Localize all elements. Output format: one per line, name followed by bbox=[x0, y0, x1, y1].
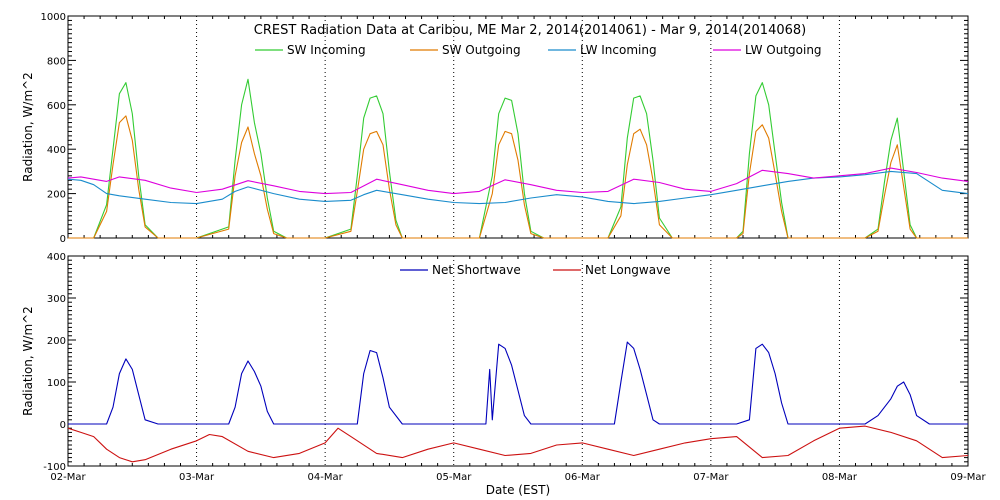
y-tick-label: 0 bbox=[60, 420, 66, 431]
x-tick-label: 07-Mar bbox=[693, 472, 729, 483]
y-tick-label: -100 bbox=[43, 462, 66, 473]
x-tick-label: 05-Mar bbox=[436, 472, 472, 483]
y-tick-label: 400 bbox=[47, 145, 66, 156]
x-tick-label: 08-Mar bbox=[822, 472, 858, 483]
y-axis-label: Radiation, W/m^2 bbox=[21, 306, 35, 416]
x-tick-label: 09-Mar bbox=[950, 472, 986, 483]
chart-title: CREST Radiation Data at Caribou, ME Mar … bbox=[254, 23, 806, 38]
x-tick-label: 04-Mar bbox=[308, 472, 344, 483]
legend-label: SW Outgoing bbox=[442, 43, 521, 57]
series-line-net-longwave bbox=[67, 425, 969, 463]
y-tick-label: 0 bbox=[60, 234, 66, 245]
x-tick-label: 02-Mar bbox=[50, 472, 86, 483]
series-line-net-shortwave bbox=[68, 341, 968, 425]
y-tick-label: 600 bbox=[47, 101, 66, 112]
y-tick-label: 1000 bbox=[41, 12, 66, 23]
y-tick-label: 300 bbox=[47, 294, 66, 305]
legend-label: SW Incoming bbox=[287, 43, 366, 57]
y-axis-label: Radiation, W/m^2 bbox=[21, 72, 35, 182]
legend-label: LW Incoming bbox=[580, 43, 657, 57]
y-tick-label: 800 bbox=[47, 56, 66, 67]
series-line-sw-outgoing bbox=[68, 115, 968, 239]
series-line-lw-incoming bbox=[67, 170, 969, 205]
y-tick-label: 200 bbox=[47, 336, 66, 347]
series-line-lw-outgoing bbox=[67, 167, 969, 195]
panel-bottom-net-radiation: -100 0 100 200 300 400 Radiation, W/m^2 02-Mar 0… bbox=[21, 252, 986, 483]
x-tick-label: 06-Mar bbox=[565, 472, 601, 483]
y-tick-label: 400 bbox=[47, 252, 66, 263]
legend-label: Net Longwave bbox=[585, 263, 671, 277]
y-tick-label: 100 bbox=[47, 378, 66, 389]
x-axis-label: Date (EST) bbox=[486, 483, 550, 497]
plot-frame bbox=[67, 255, 969, 467]
y-tick-label: 200 bbox=[47, 190, 66, 201]
panel-top-radiation: 0 200 400 600 800 1000 Radiation, W/m^2 SW Inco… bbox=[21, 12, 969, 245]
legend-label: LW Outgoing bbox=[745, 43, 822, 57]
legend-label: Net Shortwave bbox=[432, 263, 521, 277]
x-tick-label: 03-Mar bbox=[179, 472, 215, 483]
